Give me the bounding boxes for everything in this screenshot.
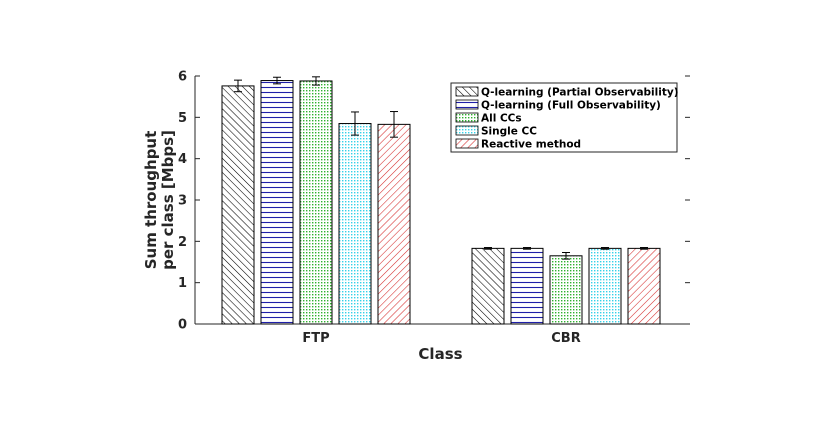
bar-cbr-series-2	[510, 247, 544, 325]
bar-cbr-series-1	[471, 247, 505, 325]
legend-label: Q-learning (Full Observability)	[481, 100, 661, 112]
bar-ftp-series-1	[221, 85, 255, 325]
x-axis-title: Class	[418, 345, 462, 363]
x-tick-label-cbr: CBR	[551, 331, 580, 346]
error-bar	[484, 247, 492, 250]
y-axis-title-line: Sum throughput	[142, 131, 160, 270]
bar-ftp-series-5	[377, 123, 411, 325]
error-bar	[601, 247, 609, 250]
y-axis-title: Sum throughputper class [Mbps]	[142, 130, 177, 270]
plot-area: 0 1 2 3 4 5 6 FTP CBR Class Sum throughputper clas…	[142, 70, 690, 363]
bar-cbr-series-5	[627, 247, 661, 325]
legend: Q-learning (Partial Observability)Q-lear…	[450, 82, 679, 153]
error-bar	[640, 247, 648, 250]
y-tick-label: 3	[178, 194, 187, 209]
legend-label: Q-learning (Partial Observability)	[481, 87, 679, 99]
legend-swatch	[455, 138, 479, 149]
error-bar	[273, 76, 281, 85]
error-bar	[562, 251, 570, 260]
bar-ftp-series-3	[299, 80, 333, 325]
error-bar	[523, 247, 531, 250]
legend-label: Single CC	[481, 126, 537, 138]
y-tick-label: 6	[178, 70, 187, 85]
bar-ftp-series-4	[338, 123, 372, 325]
y-tick-label: 4	[178, 152, 187, 167]
legend-box	[450, 82, 678, 153]
legend-swatch	[455, 125, 479, 136]
y-tick-label: 1	[178, 276, 187, 291]
error-bar	[390, 111, 398, 138]
error-bar	[351, 111, 359, 136]
legend-swatch	[455, 99, 479, 110]
error-bar	[234, 79, 242, 93]
y-axis-title-line: per class [Mbps]	[159, 130, 177, 270]
y-tick-label: 5	[178, 111, 187, 126]
legend-swatch	[455, 86, 479, 97]
y-tick-label: 2	[178, 235, 187, 250]
y-tick-label: 0	[178, 318, 187, 333]
error-bar	[312, 76, 320, 86]
bar-cbr-series-3	[549, 255, 583, 325]
legend-label: Reactive method	[481, 139, 581, 151]
legend-swatch	[455, 112, 479, 123]
bar-ftp-series-2	[260, 80, 294, 325]
legend-label: All CCs	[481, 113, 522, 125]
x-tick-label-ftp: FTP	[302, 331, 329, 346]
bar-cbr-series-4	[588, 247, 622, 325]
